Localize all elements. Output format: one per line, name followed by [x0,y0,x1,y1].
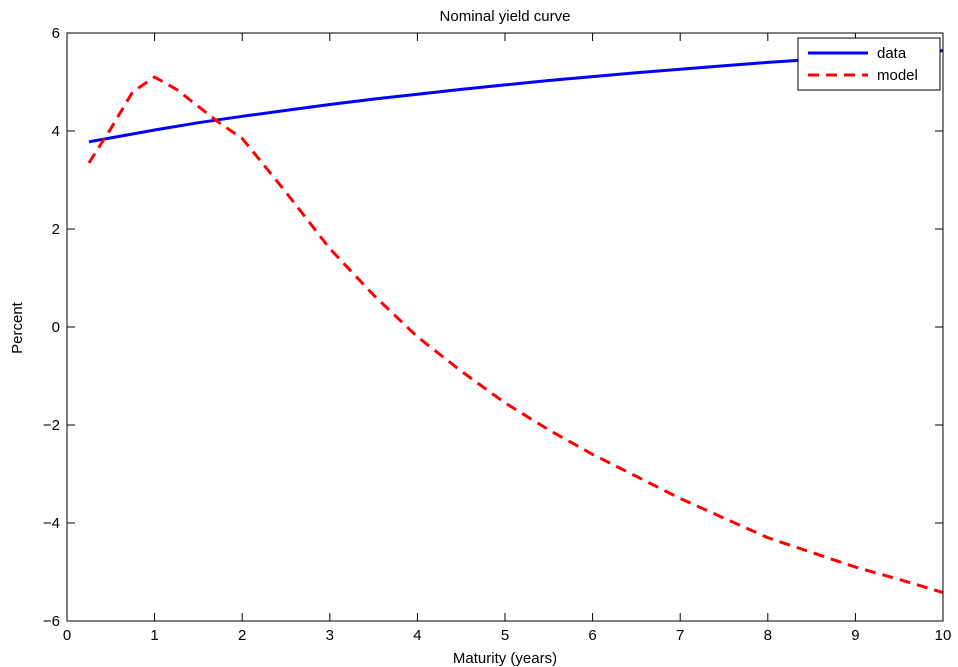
plot-area: 0 1 2 3 4 5 6 7 8 9 10 −6 −4 −2 0 2 4 6 [43,25,951,644]
y-tick-label: 4 [52,123,60,140]
chart-title: Nominal yield curve [440,8,571,25]
legend-box [797,37,941,91]
y-tick-label: −2 [43,417,60,434]
x-tick-label: 6 [588,627,596,644]
y-tick-label: 6 [52,25,60,42]
series-line-data [88,49,944,144]
x-tick-label: 1 [150,627,158,644]
x-tick-label: 10 [935,627,952,644]
legend-label-model: model [877,67,918,84]
y-axis-label: Percent [9,301,26,354]
x-tick-label: 7 [676,627,684,644]
x-tick-label: 2 [238,627,246,644]
y-tick-label: −6 [43,613,60,630]
x-tick-label: 5 [501,627,509,644]
x-tick-label: 0 [63,627,71,644]
plot-frame-border [66,32,944,622]
plot-frame [66,32,944,622]
x-axis-label: Maturity (years) [453,650,557,667]
y-tick-label: 2 [52,221,60,238]
legend-label-data: data [877,45,907,62]
x-tick-label: 9 [851,627,859,644]
legend: data model [797,37,941,91]
x-tick-label: 3 [326,627,334,644]
series-line-model [87,75,944,595]
y-tick-label: −4 [43,515,60,532]
y-tick-label: 0 [52,319,60,336]
x-tick-label: 8 [764,627,772,644]
x-tick-label: 4 [413,627,421,644]
